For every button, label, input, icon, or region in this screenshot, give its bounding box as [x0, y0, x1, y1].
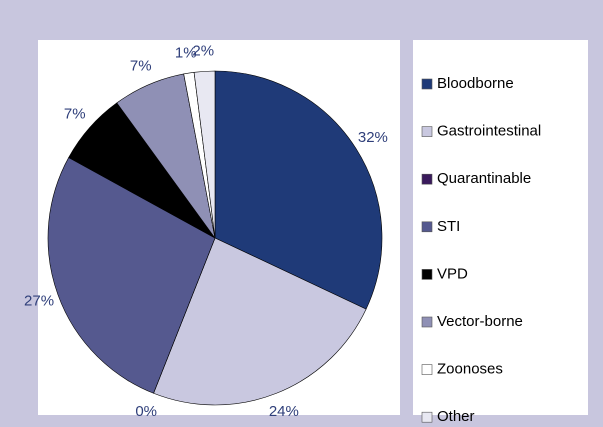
- pie-slice: [153, 237, 367, 406]
- data-label: 2%: [192, 42, 214, 59]
- pie-slice: [193, 70, 216, 239]
- legend-label: Quarantinable: [437, 170, 531, 187]
- legend-label: Zoonoses: [437, 361, 503, 378]
- legend-swatch: [421, 78, 433, 90]
- pie-slice: [214, 70, 383, 310]
- data-label: 27%: [24, 292, 54, 309]
- data-label: 1%: [175, 44, 197, 61]
- legend-swatch: [421, 316, 433, 328]
- legend-swatch: [421, 173, 433, 185]
- legend-swatch: [421, 126, 433, 137]
- data-label: 7%: [64, 105, 86, 122]
- data-label: 7%: [130, 57, 152, 74]
- legend-label: Gastrointestinal: [437, 123, 541, 140]
- data-label: 0%: [135, 403, 157, 420]
- data-label: 24%: [269, 403, 299, 420]
- data-label: 32%: [358, 129, 388, 146]
- legend-label: Other: [437, 408, 475, 425]
- legend-panel: [413, 40, 588, 415]
- pie-slice: [47, 157, 216, 394]
- legend-label: Vector-borne: [437, 313, 523, 330]
- legend-swatch: [421, 269, 433, 280]
- legend-swatch: [421, 364, 433, 375]
- legend-swatch: [421, 411, 433, 423]
- legend-label: VPD: [437, 265, 468, 282]
- legend-swatch: [421, 221, 433, 233]
- legend-label: Bloodborne: [437, 75, 514, 92]
- legend-label: STI: [437, 218, 460, 235]
